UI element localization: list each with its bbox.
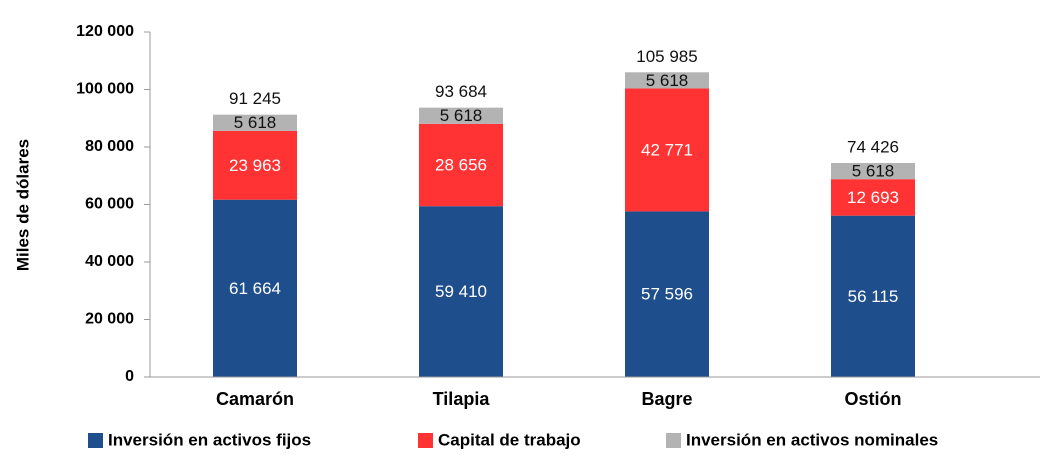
legend-swatch [666, 433, 681, 448]
data-label: 61 664 [229, 279, 281, 298]
data-label: 5 618 [852, 162, 895, 181]
bar-segment [213, 130, 297, 200]
total-label: 74 426 [847, 138, 899, 157]
data-label: 56 115 [848, 287, 899, 306]
y-axis-label: Miles de dólares [13, 139, 32, 271]
y-tick-label: 100 000 [76, 81, 134, 98]
x-tick-label: Ostión [845, 389, 902, 409]
data-label: 12 693 [847, 188, 899, 207]
bar-segment [831, 179, 915, 216]
bar-segment [625, 211, 709, 377]
bar-segment [831, 215, 915, 377]
bar-segment [213, 199, 297, 377]
bar-segment [213, 114, 297, 131]
data-label: 57 596 [641, 285, 693, 304]
legend-label: Capital de trabajo [438, 430, 581, 449]
total-label: 93 684 [435, 82, 487, 101]
x-tick-label: Tilapia [433, 389, 491, 409]
total-label: 105 985 [636, 47, 697, 66]
data-label: 5 618 [234, 113, 277, 132]
bar-segment [625, 88, 709, 212]
data-label: 59 410 [435, 282, 487, 301]
y-tick-label: 20 000 [85, 311, 134, 328]
data-label: 5 618 [440, 106, 483, 125]
y-tick-label: 0 [125, 368, 134, 385]
x-tick-label: Bagre [641, 389, 692, 409]
y-tick-label: 60 000 [85, 196, 134, 213]
data-label: 5 618 [646, 71, 689, 90]
legend-swatch [418, 433, 433, 448]
legend-label: Inversión en activos fijos [108, 430, 311, 449]
x-tick-label: Camarón [216, 389, 294, 409]
data-label: 42 771 [641, 140, 693, 159]
data-label: 23 963 [229, 156, 281, 175]
bar-segment [419, 107, 503, 124]
bar-segment [419, 206, 503, 377]
bar-segment [419, 123, 503, 207]
legend-label: Inversión en activos nominales [686, 430, 938, 449]
y-tick-label: 120 000 [76, 23, 134, 40]
bar-segment [625, 72, 709, 89]
legend-swatch [88, 433, 103, 448]
total-label: 91 245 [229, 89, 281, 108]
bar-segment [831, 163, 915, 180]
data-label: 28 656 [435, 155, 487, 174]
y-tick-label: 80 000 [85, 138, 134, 155]
y-tick-label: 40 000 [85, 253, 134, 270]
